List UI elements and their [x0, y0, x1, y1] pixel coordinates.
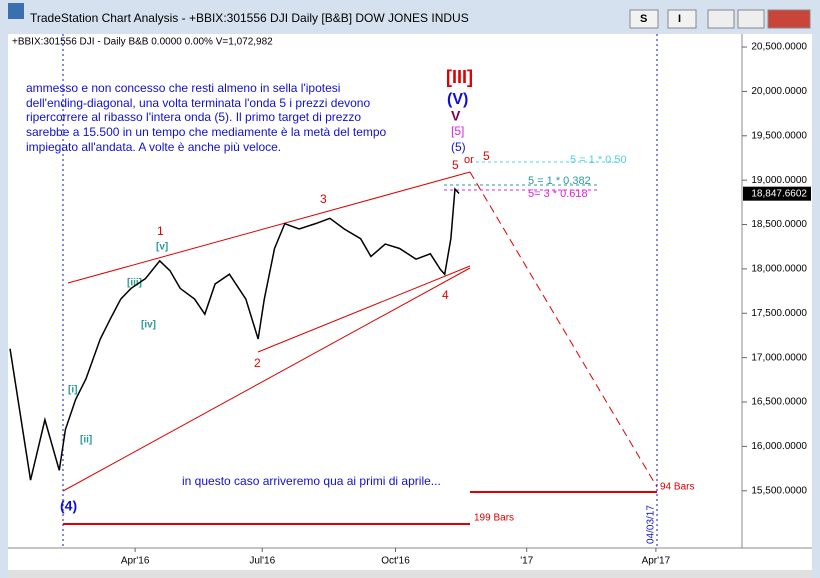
- y-tick-label: 18,500.0000: [751, 219, 807, 230]
- wave-label: [iv]: [141, 320, 156, 331]
- wave-label: [III]: [446, 67, 473, 87]
- style-button-label[interactable]: S: [640, 13, 647, 25]
- insert-button-label[interactable]: I: [678, 13, 681, 25]
- price-line: [9, 187, 460, 481]
- last-price-label: 18,847.6602: [751, 188, 807, 199]
- close-button[interactable]: [767, 9, 811, 29]
- wave-label: 3: [320, 192, 327, 206]
- wave-label: 1: [157, 224, 164, 238]
- note-line: dell'ending-diagonal, una volta terminat…: [26, 96, 370, 110]
- wave-label: [5]: [451, 124, 464, 138]
- chart-area: [8, 34, 812, 570]
- wave-label: 4: [442, 288, 449, 302]
- y-tick-label: 18,000.0000: [751, 264, 807, 275]
- fib-label: 5= 3 * 0.618: [528, 188, 588, 200]
- wave-label: (5): [451, 140, 466, 154]
- bar-count: 199 Bars: [474, 513, 514, 524]
- y-tick-label: 16,500.0000: [751, 397, 807, 408]
- y-tick-label: 17,000.0000: [751, 352, 807, 363]
- trendline: [67, 171, 471, 284]
- wave-label: V: [451, 108, 461, 124]
- wave-label: [i]: [68, 385, 77, 396]
- target-date: 04/03/17: [646, 505, 657, 544]
- last-price-box: [743, 186, 811, 201]
- note-line: ripercorrere al ribasso l'intera onda (5…: [26, 110, 361, 124]
- y-tick-label: 16,000.0000: [751, 441, 807, 452]
- wave-label: (V): [447, 91, 468, 108]
- insert-button[interactable]: [667, 9, 697, 29]
- note-line: impiegato all'andata. A volte è anche pi…: [26, 140, 281, 154]
- wave-label: [ii]: [80, 435, 92, 446]
- fib-label: 5 = 1 * 0.382: [528, 175, 591, 187]
- bar-count: 94 Bars: [660, 482, 694, 493]
- x-tick-label: Jul'16: [249, 556, 275, 567]
- note-line: ammesso e non concesso che resti almeno …: [26, 81, 340, 95]
- trendline: [257, 265, 471, 353]
- fib-label: 5 = 1 * 0.50: [570, 154, 627, 166]
- wave-label: 5: [483, 149, 490, 163]
- wave-label: 5: [452, 158, 459, 172]
- x-tick-label: Apr'16: [121, 556, 150, 567]
- scrollbar[interactable]: [8, 570, 812, 578]
- y-tick-label: 19,500.0000: [751, 130, 807, 141]
- x-tick-label: Apr'17: [642, 556, 671, 567]
- note-line: sarebbe a 15.500 in un tempo che mediame…: [26, 125, 387, 139]
- y-tick-label: 15,500.0000: [751, 485, 807, 496]
- y-tick-label: 20,000.0000: [751, 86, 807, 97]
- maximize-button[interactable]: [737, 9, 765, 29]
- x-tick-label: '17: [520, 556, 533, 567]
- y-tick-label: 20,500.0000: [751, 42, 807, 53]
- projection-note: in questo caso arriveremo qua ai primi d…: [182, 474, 441, 488]
- trendline: [62, 267, 471, 492]
- y-tick-label: 17,500.0000: [751, 308, 807, 319]
- wave-label: [v]: [156, 242, 168, 253]
- symbol-header: +BBIX:301556 DJI - Daily B&B 0.0000 0.00…: [12, 37, 273, 48]
- wave-label: (4): [60, 498, 77, 514]
- app-icon: [8, 3, 24, 19]
- projection: [469, 171, 658, 488]
- x-tick-label: Oct'16: [381, 556, 410, 567]
- style-button[interactable]: [629, 9, 659, 29]
- wave-label: or: [464, 154, 474, 166]
- y-tick-label: 19,000.0000: [751, 175, 807, 186]
- minimize-button[interactable]: [707, 9, 735, 29]
- wave-label: 2: [254, 356, 261, 370]
- window-title: TradeStation Chart Analysis - +BBIX:3015…: [30, 11, 469, 25]
- wave-label: [iii]: [127, 278, 142, 289]
